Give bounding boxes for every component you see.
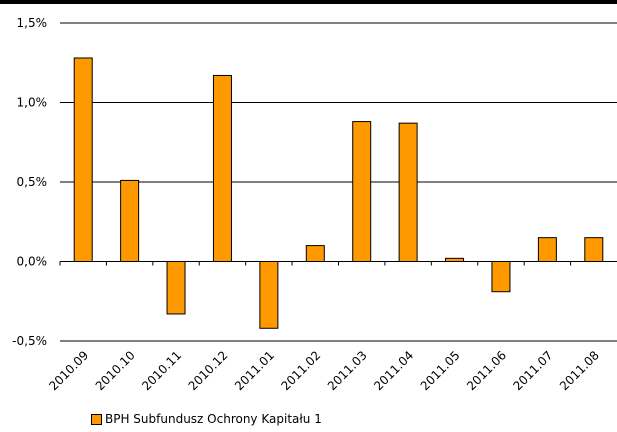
bar [537, 237, 557, 262]
legend-label: BPH Subfundusz Ochrony Kapitału 1 [105, 412, 322, 426]
y-tick-label: -0,5% [12, 334, 47, 348]
y-tick-label: 0,0% [17, 255, 48, 269]
x-tick-label: 2011.08 [557, 348, 602, 393]
x-tick-label: 2011.01 [232, 348, 277, 393]
x-tick-label: 2011.02 [278, 348, 323, 393]
x-tick-label: 2010.12 [186, 348, 231, 393]
bar [120, 179, 140, 262]
y-tick-label: 1,5% [17, 16, 48, 30]
x-tick-label: 2011.05 [418, 348, 463, 393]
bar [398, 122, 418, 262]
top-border-bar [0, 0, 617, 4]
bar [584, 237, 604, 262]
bar [73, 57, 93, 263]
bar [166, 261, 186, 315]
y-tick-label: 1,0% [17, 96, 48, 110]
x-tick-label: 2010.11 [139, 348, 184, 393]
bar [445, 257, 465, 263]
x-tick-label: 2010.10 [93, 348, 138, 393]
bar [212, 74, 232, 262]
x-tick-label: 2011.03 [325, 348, 370, 393]
y-tick-label: 0,5% [17, 175, 48, 189]
x-tick-label: 2011.04 [371, 348, 416, 393]
legend-swatch [91, 413, 102, 425]
x-tick-label: 2011.06 [464, 348, 509, 393]
x-tick-label: 2011.07 [511, 348, 556, 393]
x-tick-label: 2010.09 [46, 348, 91, 393]
bar [259, 261, 279, 329]
bar [305, 245, 325, 263]
bar [352, 121, 372, 262]
bar [491, 261, 511, 293]
chart-legend: BPH Subfundusz Ochrony Kapitału 1 [91, 412, 322, 426]
